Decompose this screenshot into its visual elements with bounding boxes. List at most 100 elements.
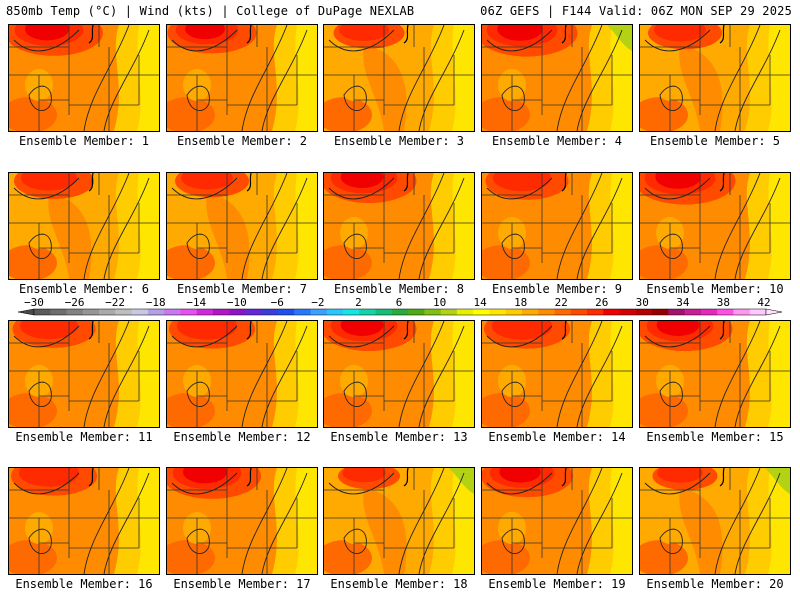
colorbar-swatch: [717, 309, 734, 315]
colorbar-swatch: [652, 309, 669, 315]
colorbar-tick-label: 42: [757, 296, 770, 309]
colorbar-tick-label: 26: [595, 296, 608, 309]
colorbar-swatch: [196, 309, 214, 315]
ensemble-member-label: Ensemble Member: 17: [173, 577, 311, 591]
ensemble-member-label: Ensemble Member: 6: [18, 282, 150, 296]
colorbar-swatch: [391, 309, 409, 315]
colorbar-tick-label: −30: [24, 296, 44, 309]
colorbar-swatch: [82, 309, 100, 315]
colorbar-tick-label: 6: [396, 296, 403, 309]
ensemble-member-label: Ensemble Member: 19: [488, 577, 626, 591]
ensemble-member-label: Ensemble Member: 8: [333, 282, 465, 296]
colorbar-tick-label: 10: [433, 296, 446, 309]
temperature-colorbar: −30 −26 −22 −18 −14 −10 −6 −2 2 6 10 14 18 22 26 30 34 38…: [17, 296, 783, 316]
ensemble-member-map: [8, 320, 160, 428]
ensemble-member-map: [8, 24, 160, 132]
ensemble-member-map: [639, 172, 791, 280]
ensemble-member-map: [323, 467, 475, 575]
colorbar-swatch: [115, 309, 132, 315]
colorbar-swatch: [700, 309, 718, 315]
ensemble-member-map: [639, 24, 791, 132]
colorbar-swatch: [619, 309, 637, 315]
ensemble-member-map: [8, 172, 160, 280]
colorbar-swatch: [538, 309, 555, 315]
colorbar-swatch: [522, 309, 539, 315]
colorbar-swatch: [408, 309, 425, 315]
colorbar-swatch: [668, 309, 686, 315]
colorbar-tick-label: −10: [227, 296, 247, 309]
ensemble-member-label: Ensemble Member: 2: [176, 134, 308, 148]
colorbar-swatch: [147, 309, 165, 315]
ensemble-member-label: Ensemble Member: 7: [176, 282, 308, 296]
colorbar-tick-label: 22: [555, 296, 568, 309]
ensemble-member-map: [481, 467, 633, 575]
colorbar-swatch: [34, 309, 51, 315]
ensemble-member-map: [166, 320, 318, 428]
ensemble-member-label: Ensemble Member: 5: [649, 134, 781, 148]
ensemble-member-map: [639, 467, 791, 575]
colorbar-swatch: [212, 309, 230, 315]
colorbar-swatch: [326, 309, 344, 315]
colorbar-tick-label: 38: [717, 296, 730, 309]
colorbar-tick-label: −22: [105, 296, 125, 309]
colorbar-swatch: [684, 309, 702, 315]
colorbar-swatch: [310, 309, 328, 315]
colorbar-tick-label: −26: [65, 296, 85, 309]
colorbar-swatch: [245, 309, 263, 315]
colorbar-swatch: [635, 309, 653, 315]
colorbar-swatch: [505, 309, 523, 315]
colorbar-tick-label: −2: [311, 296, 324, 309]
colorbar-swatch: [587, 309, 604, 315]
colorbar-swatch: [733, 309, 751, 315]
colorbar-min-arrow: [17, 308, 35, 316]
colorbar-swatch: [456, 309, 474, 315]
ensemble-member-label: Ensemble Member: 9: [491, 282, 623, 296]
colorbar-tick-label: 2: [355, 296, 362, 309]
colorbar-tick-label: 34: [676, 296, 690, 309]
ensemble-member-map: [639, 320, 791, 428]
colorbar-swatch: [99, 309, 116, 315]
ensemble-member-label: Ensemble Member: 11: [15, 430, 153, 444]
ensemble-member-map: [323, 24, 475, 132]
colorbar-swatch: [473, 309, 490, 315]
ensemble-member-map: [323, 172, 475, 280]
ensemble-member-map: [481, 172, 633, 280]
map-title: 850mb Temp (°C) | Wind (kts) | College o…: [6, 4, 415, 18]
colorbar-swatch: [66, 309, 84, 315]
ensemble-member-map: [166, 24, 318, 132]
colorbar-tick-label: 14: [473, 296, 487, 309]
colorbar-swatch: [229, 309, 246, 315]
ensemble-member-label: Ensemble Member: 10: [646, 282, 784, 296]
ensemble-member-label: Ensemble Member: 14: [488, 430, 626, 444]
colorbar-swatch: [749, 309, 767, 315]
colorbar-tick-label: −6: [271, 296, 284, 309]
ensemble-member-label: Ensemble Member: 18: [330, 577, 468, 591]
ensemble-member-map: [166, 467, 318, 575]
colorbar-swatch: [131, 309, 149, 315]
colorbar-swatch: [50, 309, 67, 315]
colorbar-swatch: [489, 309, 507, 315]
ensemble-member-label: Ensemble Member: 12: [173, 430, 311, 444]
colorbar-swatch: [359, 309, 376, 315]
colorbar-swatch: [294, 309, 311, 315]
colorbar-swatch: [343, 309, 360, 315]
colorbar-tick-label: 30: [636, 296, 649, 309]
ensemble-member-label: Ensemble Member: 20: [646, 577, 784, 591]
colorbar-tick-label: −14: [186, 296, 206, 309]
ensemble-member-label: Ensemble Member: 1: [18, 134, 150, 148]
colorbar-tick-label: 18: [514, 296, 527, 309]
ensemble-member-map: [323, 320, 475, 428]
ensemble-member-map: [481, 320, 633, 428]
model-run-info: 06Z GEFS | F144 Valid: 06Z MON SEP 29 20…: [480, 4, 792, 18]
ensemble-member-map: [481, 24, 633, 132]
colorbar-max-arrow: [765, 308, 783, 316]
colorbar-swatch: [440, 309, 458, 315]
colorbar-swatch: [603, 309, 620, 315]
colorbar-swatch: [278, 309, 295, 315]
ensemble-member-label: Ensemble Member: 15: [646, 430, 784, 444]
colorbar-swatch: [164, 309, 181, 315]
colorbar-tick-label: −18: [146, 296, 166, 309]
ensemble-member-label: Ensemble Member: 3: [333, 134, 465, 148]
colorbar-swatch: [424, 309, 442, 315]
ensemble-member-map: [166, 172, 318, 280]
